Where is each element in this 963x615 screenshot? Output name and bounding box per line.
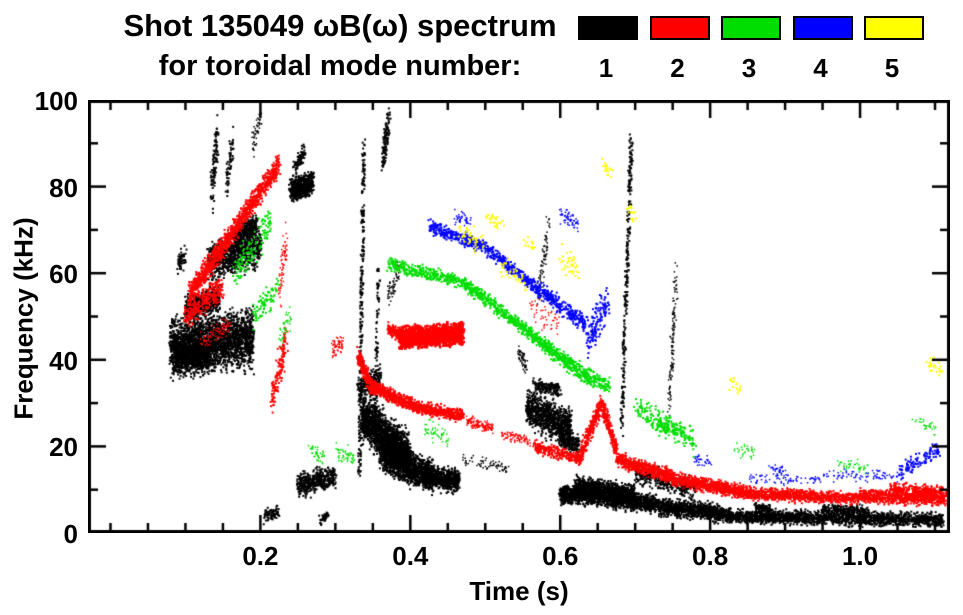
- legend-mode-number-2: 2: [670, 53, 685, 83]
- legend-swatch-mode-3: [721, 16, 781, 40]
- x-tick-label: 0.2: [242, 541, 279, 571]
- legend-swatch-mode-4: [792, 16, 853, 40]
- y-tick-label: 0: [63, 519, 78, 549]
- x-tick-label: 0.4: [392, 541, 429, 571]
- x-axis-label: Time (s): [469, 576, 569, 606]
- y-tick-label: 80: [49, 172, 78, 203]
- spectrogram-plot: [88, 100, 950, 533]
- x-tick-label: 0.6: [542, 541, 579, 571]
- y-tick-label: 60: [49, 259, 78, 290]
- legend-mode-number-5: 5: [884, 53, 900, 83]
- legend-mode-number-4: 4: [813, 53, 828, 83]
- x-tick-label: 0.8: [692, 541, 729, 571]
- legend-swatch-mode-1: [578, 16, 638, 40]
- page-title: Shot 135049 ωB(ω) spectrum: [123, 8, 557, 43]
- legend-swatch-mode-5: [864, 16, 924, 40]
- y-axis-label: Frequency (kHz): [8, 217, 39, 420]
- legend-mode-number-3: 3: [741, 53, 757, 83]
- y-tick-label: 20: [49, 432, 78, 463]
- legend-swatches: [578, 16, 938, 40]
- legend-swatch-mode-2: [649, 16, 710, 40]
- legend-mode-numbers: 1 2 3 4 5: [578, 53, 938, 83]
- page-subtitle: for toroidal mode number:: [158, 50, 522, 82]
- legend-mode-number-1: 1: [598, 53, 614, 83]
- y-tick-label: 40: [49, 345, 78, 376]
- x-tick-label: 1.0: [841, 541, 879, 571]
- y-tick-label: 100: [34, 86, 78, 116]
